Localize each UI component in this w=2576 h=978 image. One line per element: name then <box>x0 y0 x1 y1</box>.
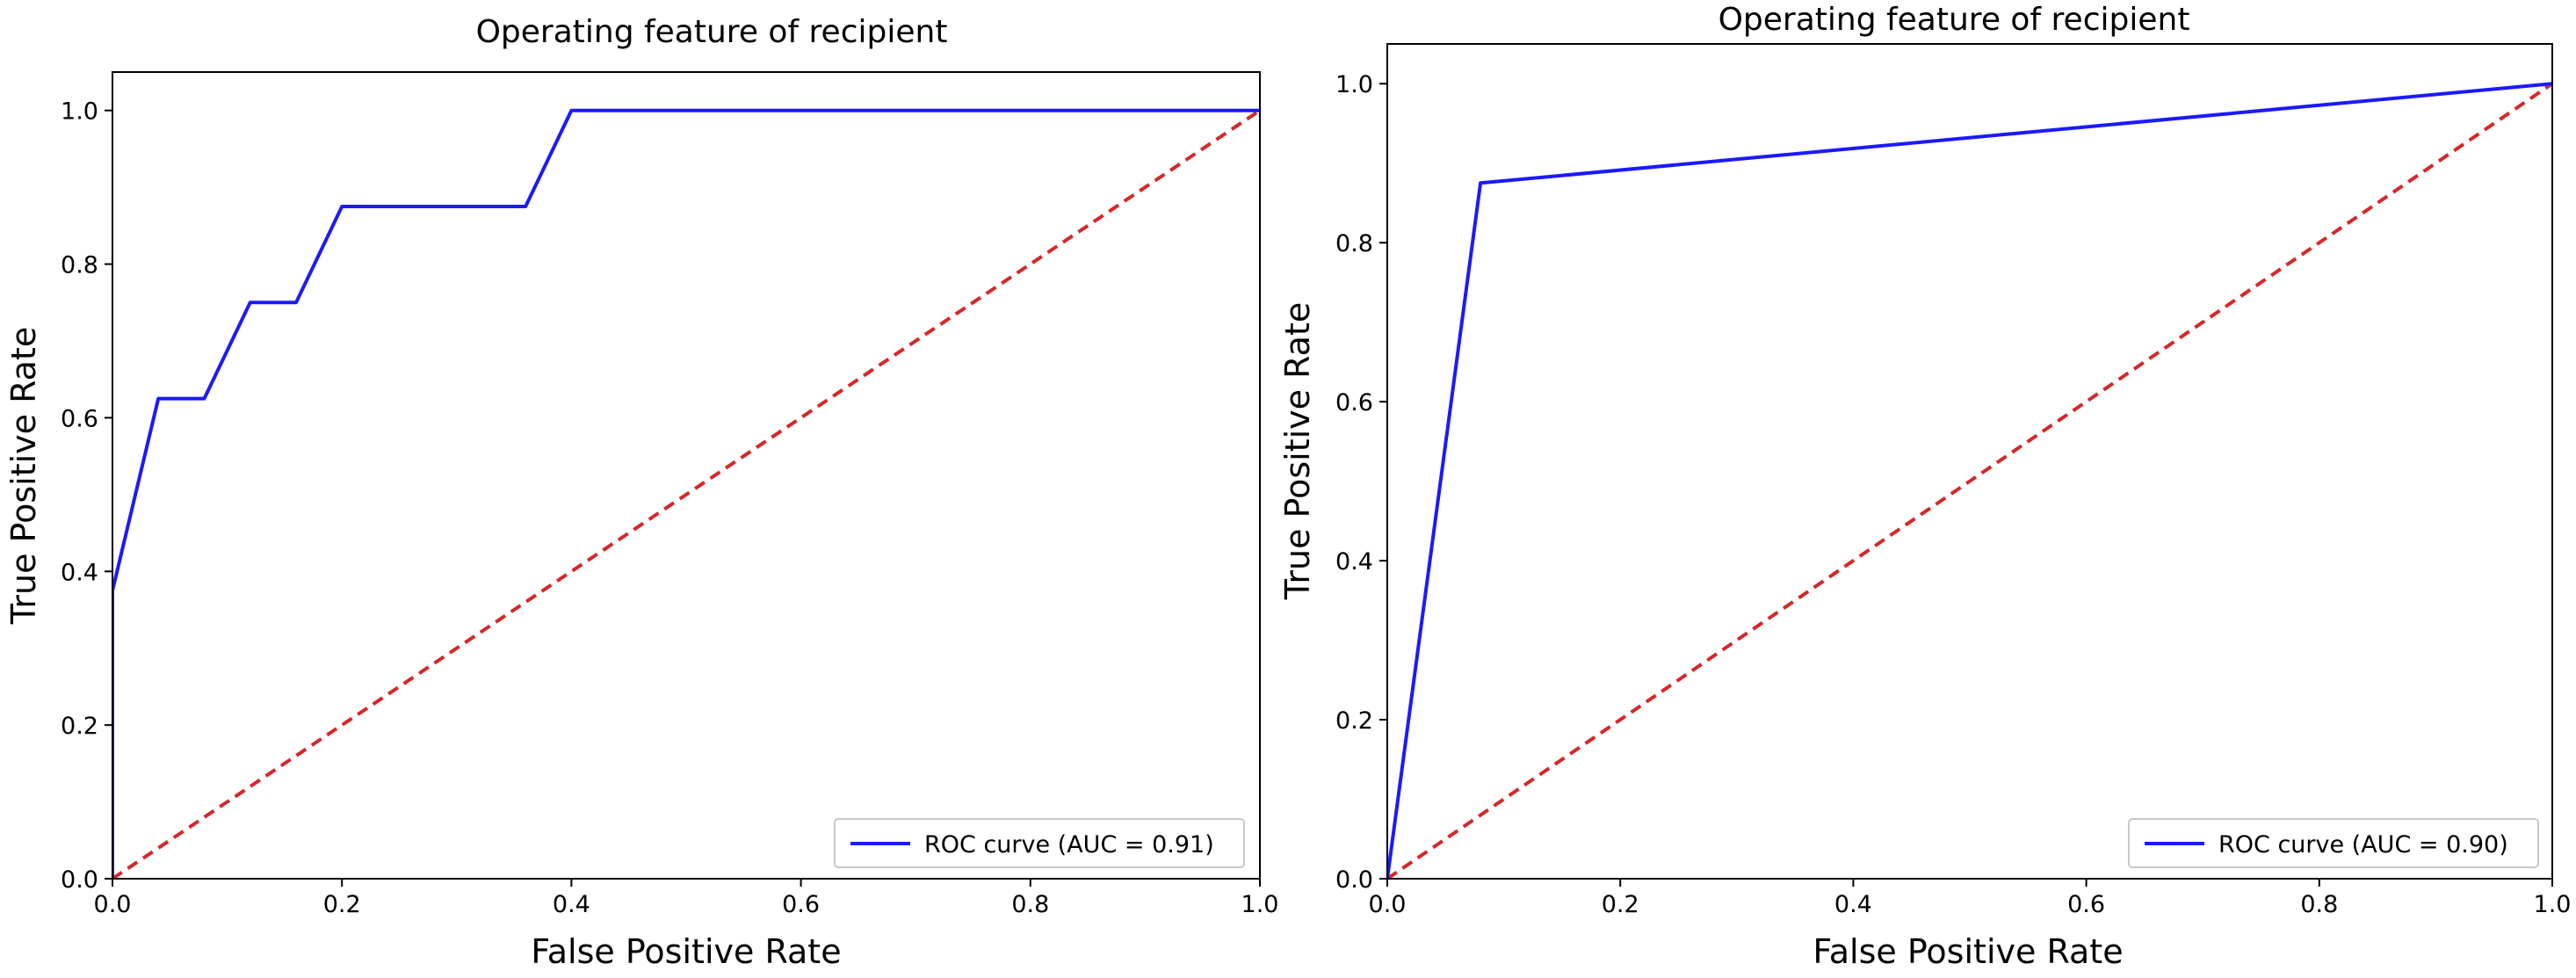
x-tick-label: 0.6 <box>2067 891 2105 918</box>
y-tick-label: 0.4 <box>1335 548 1373 576</box>
chart-title: Operating feature of recipient <box>476 14 948 50</box>
tick-group: 0.0 0.2 0.4 0.6 0.8 1.0 0.0 0.2 0.4 0.6 0.8 1.0 <box>61 98 1278 918</box>
tick-group: 0.0 0.2 0.4 0.6 0.8 1.0 0.0 0.2 0.4 0.6 0.8 1.0 <box>1335 71 2571 918</box>
x-axis-label: False Positive Rate <box>531 932 841 971</box>
x-tick-label: 0.8 <box>1011 891 1049 918</box>
chart-title: Operating feature of recipient <box>1719 2 2190 38</box>
x-tick-label: 0.0 <box>94 891 132 918</box>
y-tick-label: 1.0 <box>61 98 98 126</box>
y-axis-label: True Positive Rate <box>4 327 43 626</box>
y-tick-label: 0.0 <box>1335 866 1373 894</box>
x-tick-label: 0.2 <box>323 891 361 918</box>
y-tick-label: 0.2 <box>1335 707 1373 735</box>
legend: ROC curve (AUC = 0.91) <box>834 818 1245 868</box>
y-axis-label: True Positive Rate <box>1278 302 1317 601</box>
x-tick-label: 0.6 <box>782 891 820 918</box>
axes-frame <box>1386 43 2553 880</box>
y-tick-label: 0.8 <box>61 252 98 279</box>
chance-diagonal-line <box>112 109 1260 879</box>
roc-chart-right: Operating feature of recipient 0.0 0.2 0.4… <box>1278 2 2571 971</box>
x-tick-label: 0.8 <box>2300 891 2338 918</box>
y-tick-label: 0.6 <box>61 405 98 432</box>
plot-area <box>1387 82 2552 879</box>
legend-box <box>834 818 1245 868</box>
legend-label: ROC curve (AUC = 0.90) <box>2218 831 2508 858</box>
y-tick-label: 0.8 <box>1335 230 1373 257</box>
plot-area <box>112 108 1260 879</box>
axes-frame <box>112 71 1261 880</box>
x-axis-label: False Positive Rate <box>1813 932 2123 971</box>
y-tick-label: 0.2 <box>61 713 98 740</box>
roc-curve-line <box>1387 82 2552 879</box>
legend-box <box>2128 818 2539 868</box>
chance-diagonal-line <box>1387 82 2552 879</box>
legend: ROC curve (AUC = 0.90) <box>2128 818 2539 868</box>
legend-label: ROC curve (AUC = 0.91) <box>924 831 1214 858</box>
x-tick-label: 1.0 <box>2534 891 2572 918</box>
x-tick-label: 0.4 <box>553 891 590 918</box>
y-tick-label: 1.0 <box>1335 71 1373 98</box>
y-tick-label: 0.4 <box>61 559 98 586</box>
roc-curve-line <box>112 108 1260 879</box>
y-tick-label: 0.6 <box>1335 389 1373 417</box>
x-tick-label: 1.0 <box>1241 891 1279 918</box>
x-tick-label: 0.4 <box>1834 891 1872 918</box>
roc-chart-left: Operating feature of recipient 0.0 0.2 0.4… <box>4 14 1278 971</box>
x-tick-label: 0.2 <box>1602 891 1639 918</box>
y-tick-label: 0.0 <box>61 866 98 894</box>
x-tick-label: 0.0 <box>1369 891 1407 918</box>
